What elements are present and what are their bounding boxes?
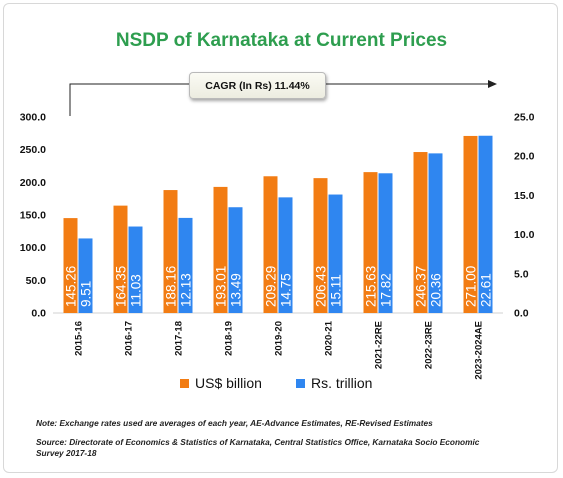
y-left-tick-label: 300.0 bbox=[20, 112, 46, 124]
data-label-inr: 14.75 bbox=[279, 273, 294, 307]
y-right-tick-label: 20.0 bbox=[514, 151, 535, 163]
bar-usd bbox=[113, 205, 128, 313]
bar-inr bbox=[78, 238, 93, 313]
data-label-usd: 164.35 bbox=[114, 266, 129, 307]
bar-inr bbox=[278, 197, 293, 313]
legend-item-inr: Rs. trillion bbox=[296, 375, 372, 391]
bar-inr bbox=[378, 173, 393, 313]
y-right-tick-label: 15.0 bbox=[514, 190, 535, 202]
data-label-usd: 215.63 bbox=[364, 266, 379, 307]
data-label-inr: 12.13 bbox=[179, 273, 194, 307]
y-left-tick-label: 150.0 bbox=[20, 210, 46, 222]
bar-inr bbox=[178, 217, 193, 313]
bar-inr bbox=[328, 194, 343, 313]
legend-swatch-usd bbox=[180, 378, 189, 388]
x-tick-label: 2016-17 bbox=[124, 321, 135, 356]
legend-label-inr: Rs. trillion bbox=[311, 375, 373, 391]
data-label-usd: 209.29 bbox=[264, 266, 279, 307]
data-label-usd: 206.43 bbox=[314, 266, 329, 307]
y-left-tick-label: 0.0 bbox=[31, 308, 46, 320]
legend-swatch-inr bbox=[296, 378, 305, 388]
x-tick-label: 2017-18 bbox=[174, 321, 185, 356]
legend-label-usd: US$ billion bbox=[195, 375, 262, 391]
x-tick-label: 2020-21 bbox=[324, 320, 335, 356]
data-label-inr: 15.11 bbox=[329, 274, 344, 307]
data-label-usd: 188.16 bbox=[164, 266, 179, 307]
bar-usd bbox=[463, 135, 478, 313]
bar-usd bbox=[163, 190, 178, 313]
data-label-inr: 13.49 bbox=[229, 273, 244, 307]
chart-title: NSDP of Karnataka at Current Prices bbox=[115, 30, 448, 51]
y-right-tick-label: 5.0 bbox=[514, 268, 529, 280]
bar-inr bbox=[228, 207, 243, 313]
y-left-tick-label: 100.0 bbox=[20, 242, 46, 254]
data-label-usd: 193.01 bbox=[214, 266, 229, 307]
data-label-inr: 20.36 bbox=[429, 273, 444, 307]
legend-item-usd: US$ billion bbox=[180, 375, 262, 391]
y-left-tick-label: 50.0 bbox=[26, 275, 47, 287]
x-tick-label: 2021-22RE bbox=[374, 321, 385, 369]
bar-usd bbox=[213, 186, 228, 313]
x-tick-label: 2015-16 bbox=[74, 321, 85, 356]
data-label-usd: 145.26 bbox=[64, 266, 79, 307]
bar-usd bbox=[413, 152, 428, 313]
x-tick-label: 2018-19 bbox=[224, 321, 235, 356]
chart-legend: US$ billion Rs. trillion bbox=[0, 375, 563, 395]
chart-note: Note: Exchange rates used are averages o… bbox=[36, 418, 433, 428]
bar-inr bbox=[128, 226, 143, 313]
x-tick-label: 2019-20 bbox=[274, 321, 285, 356]
cagr-arrow-line bbox=[69, 83, 488, 116]
y-left-tick-label: 250.0 bbox=[20, 144, 46, 156]
y-right-tick-label: 0.0 bbox=[514, 308, 529, 320]
bar-usd bbox=[263, 176, 278, 313]
data-label-inr: 17.82 bbox=[379, 273, 394, 307]
y-right-tick-label: 10.0 bbox=[514, 229, 535, 241]
cagr-annotation: CAGR (In Rs) 11.44% bbox=[189, 72, 326, 99]
data-label-inr: 11.03 bbox=[129, 274, 144, 307]
bar-usd bbox=[313, 178, 328, 313]
bar-usd bbox=[63, 218, 78, 313]
y-right-tick-label: 25.0 bbox=[514, 112, 535, 124]
data-label-inr: 9.51 bbox=[79, 281, 94, 307]
x-tick-label: 2023-2024AE bbox=[474, 321, 485, 380]
data-label-usd: 246.37 bbox=[414, 266, 429, 307]
x-tick-label: 2022-23RE bbox=[424, 321, 435, 369]
cagr-arrowhead bbox=[488, 80, 497, 88]
bar-inr bbox=[428, 153, 443, 313]
chart-source: Source: Directorate of Economics & Stati… bbox=[36, 437, 480, 458]
y-left-tick-label: 200.0 bbox=[20, 177, 46, 189]
data-label-usd: 271.00 bbox=[464, 266, 479, 307]
bar-inr bbox=[478, 135, 493, 313]
data-label-inr: 22.61 bbox=[479, 273, 494, 307]
bar-usd bbox=[363, 172, 378, 313]
